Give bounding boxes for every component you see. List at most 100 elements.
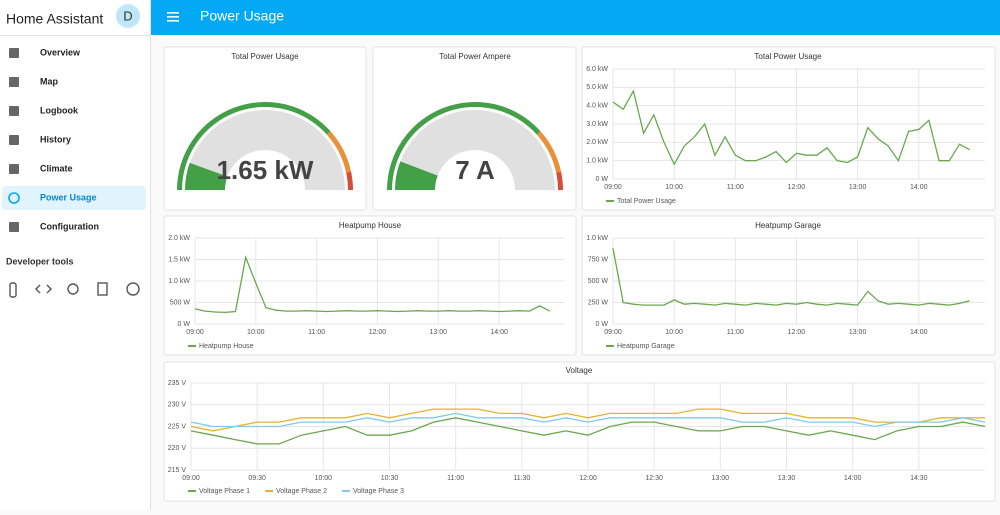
icon[interactable] — [126, 282, 140, 296]
x-tick-label: 11:00 — [727, 329, 744, 336]
menu-item[interactable]: Power Usage — [40, 192, 97, 202]
menu-item[interactable]: Overview — [40, 47, 81, 57]
gauge-band — [326, 131, 352, 173]
x-tick-label: 13:00 — [430, 329, 448, 336]
menu-item[interactable]: History — [40, 134, 71, 144]
y-tick-label: 2.0 kW — [586, 139, 608, 146]
sidebar — [0, 0, 150, 510]
y-tick-label: 1.0 kW — [586, 235, 608, 242]
y-tick-label: 4.0 kW — [586, 103, 608, 110]
item-icon[interactable] — [9, 135, 19, 145]
icon[interactable] — [9, 282, 17, 298]
y-tick-label: 1.0 kW — [168, 278, 190, 285]
x-tick-label: 14:00 — [910, 329, 928, 336]
x-tick-label: 10:00 — [247, 329, 265, 336]
gauge-band — [556, 171, 563, 190]
app-title: Home Assistant — [6, 11, 103, 27]
x-tick-label: 09:00 — [604, 184, 622, 191]
x-tick-label: 10:00 — [665, 329, 683, 336]
card-title: Heatpump House — [339, 221, 402, 230]
icon[interactable] — [35, 284, 52, 294]
x-tick-label: 12:00 — [579, 475, 597, 482]
card — [581, 215, 996, 356]
card — [163, 215, 577, 356]
icon[interactable] — [67, 283, 79, 295]
y-tick-label: 2.0 kW — [168, 235, 190, 242]
section-title: Developer tools — [6, 256, 74, 266]
gauge-label: 1.65 kW — [217, 155, 314, 185]
x-tick-label: 09:00 — [604, 329, 622, 336]
x-tick-label: 09:30 — [248, 475, 266, 482]
menu-item[interactable]: Configuration — [40, 221, 99, 231]
x-tick-label: 10:00 — [665, 184, 683, 191]
y-tick-label: 500 W — [588, 278, 609, 285]
active-item — [2, 186, 146, 210]
series-line — [190, 417, 986, 445]
x-tick-label: 14:30 — [910, 475, 928, 482]
menu-bar — [167, 12, 179, 14]
y-tick-label: 235 V — [168, 380, 187, 387]
item-icon[interactable] — [9, 106, 19, 116]
x-tick-label: 09:00 — [186, 329, 204, 336]
dev-tool-icons — [9, 282, 140, 298]
x-tick-label: 13:00 — [849, 184, 867, 191]
legend-label[interactable]: Heatpump House — [199, 343, 254, 350]
gauge-value — [185, 162, 228, 190]
legend-label[interactable]: Total Power Usage — [617, 198, 676, 205]
menu-item[interactable]: Map — [40, 76, 59, 86]
y-tick-label: 230 V — [168, 402, 187, 409]
avatar[interactable] — [116, 4, 140, 28]
menu-item[interactable]: Climate — [40, 163, 73, 173]
y-tick-label: 1.0 kW — [586, 158, 608, 165]
menu-icon[interactable] — [167, 12, 179, 22]
item-icon[interactable] — [9, 77, 19, 87]
series-line — [612, 248, 970, 306]
y-tick-label: 220 V — [168, 445, 187, 452]
x-tick-label: 13:30 — [778, 475, 796, 482]
x-tick-label: 11:00 — [447, 475, 464, 482]
x-tick-label: 14:00 — [910, 184, 928, 191]
top-bar — [151, 0, 1000, 35]
menu-bar — [167, 16, 179, 18]
y-tick-label: 5.0 kW — [586, 84, 608, 91]
series-line — [190, 412, 986, 428]
item-icon[interactable] — [9, 222, 19, 232]
x-tick-label: 09:00 — [182, 475, 200, 482]
item-icon[interactable] — [9, 164, 19, 174]
y-tick-label: 215 V — [168, 467, 187, 474]
gauge-label: 7 A — [455, 155, 495, 185]
gauge-band — [536, 131, 562, 173]
series-line — [612, 89, 971, 166]
x-tick-label: 14:00 — [490, 329, 508, 336]
menu-item[interactable]: Logbook — [40, 105, 79, 115]
legend-label[interactable]: Heatpump Garage — [617, 343, 675, 350]
y-tick-label: 0 W — [596, 176, 609, 183]
x-tick-label: 12:00 — [788, 329, 806, 336]
y-tick-label: 6.0 kW — [586, 66, 608, 73]
legend-label[interactable]: Voltage Phase 1 — [199, 488, 250, 495]
menu-bar — [167, 20, 179, 22]
legend-label[interactable]: Voltage Phase 3 — [353, 488, 404, 495]
x-tick-label: 11:00 — [727, 184, 744, 191]
card-title: Total Power Ampere — [439, 52, 511, 61]
page-title: Power Usage — [200, 8, 284, 24]
x-tick-label: 10:30 — [381, 475, 399, 482]
series-line — [194, 255, 551, 314]
item-icon[interactable] — [8, 192, 20, 204]
series-line — [190, 408, 985, 432]
item-icon[interactable] — [9, 48, 19, 58]
y-tick-label: 3.0 kW — [586, 121, 608, 128]
y-tick-label: 250 W — [588, 299, 609, 306]
icon[interactable] — [97, 282, 108, 296]
x-tick-label: 13:00 — [712, 475, 730, 482]
x-tick-label: 14:00 — [844, 475, 862, 482]
gauge-band — [346, 171, 353, 190]
legend-label[interactable]: Voltage Phase 2 — [276, 488, 327, 495]
y-tick-label: 0 W — [178, 321, 191, 328]
x-tick-label: 11:30 — [513, 475, 530, 482]
x-tick-label: 10:00 — [315, 475, 333, 482]
card-title: Total Power Usage — [754, 52, 822, 61]
x-tick-label: 12:00 — [369, 329, 387, 336]
